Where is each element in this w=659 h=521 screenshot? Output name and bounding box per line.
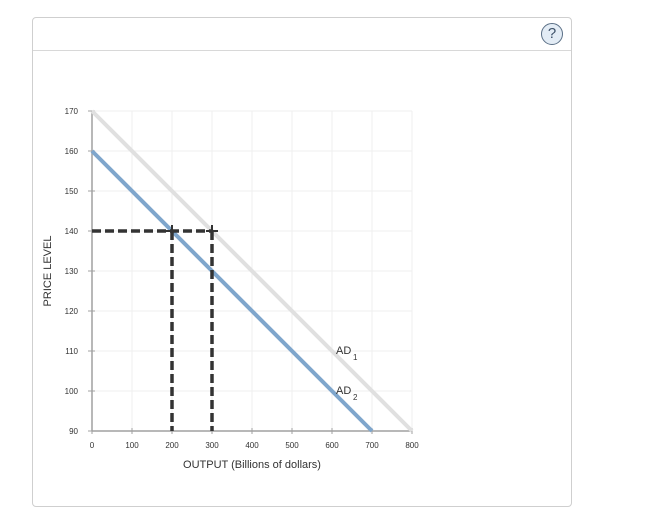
- x-tick-label: 500: [285, 441, 299, 450]
- question-circle-icon: ?: [547, 25, 557, 42]
- curve-ad1: [90, 109, 414, 433]
- question-panel: ?: [32, 17, 572, 507]
- curve-ad2: [90, 149, 374, 433]
- y-axis-title: PRICE LEVEL: [42, 236, 54, 307]
- y-tick-label: 100: [65, 387, 79, 396]
- x-tick-label: 100: [125, 441, 139, 450]
- chart-reference-lines[interactable]: [92, 229, 214, 431]
- chart-markers[interactable]: [166, 225, 218, 237]
- x-axis-title: OUTPUT (Billions of dollars): [183, 459, 321, 471]
- curve-label-ad2: AD: [336, 385, 351, 397]
- x-tick-label: 0: [90, 441, 95, 450]
- x-tick-label: 400: [245, 441, 259, 450]
- chart-grid: [92, 110, 413, 431]
- x-tick-label: 300: [205, 441, 219, 450]
- y-tick-label: 160: [65, 147, 79, 156]
- x-tick-label: 200: [165, 441, 179, 450]
- curve-label-subscript: 2: [353, 393, 358, 402]
- y-tick-label: 130: [65, 267, 79, 276]
- y-tick-label: 140: [65, 227, 79, 236]
- chart-series: [90, 109, 414, 433]
- y-tick-label: 150: [65, 187, 79, 196]
- y-tick-label: 90: [69, 427, 78, 436]
- x-tick-label: 800: [405, 441, 419, 450]
- panel-header: ?: [33, 18, 571, 51]
- chart-ticks: 0 100 200 300 400 500 600 700 800 90 100 110 120 130 1…: [65, 107, 420, 450]
- plus-marker[interactable]: [166, 225, 178, 237]
- y-tick-label: 120: [65, 307, 79, 316]
- curve-label-subscript: 1: [353, 353, 358, 362]
- x-tick-label: 700: [365, 441, 379, 450]
- help-button[interactable]: ?: [541, 23, 563, 45]
- y-tick-label: 170: [65, 107, 79, 116]
- curve-label-ad1: AD: [336, 345, 351, 357]
- y-tick-label: 110: [65, 347, 78, 356]
- plus-marker[interactable]: [206, 225, 218, 237]
- x-tick-label: 600: [325, 441, 339, 450]
